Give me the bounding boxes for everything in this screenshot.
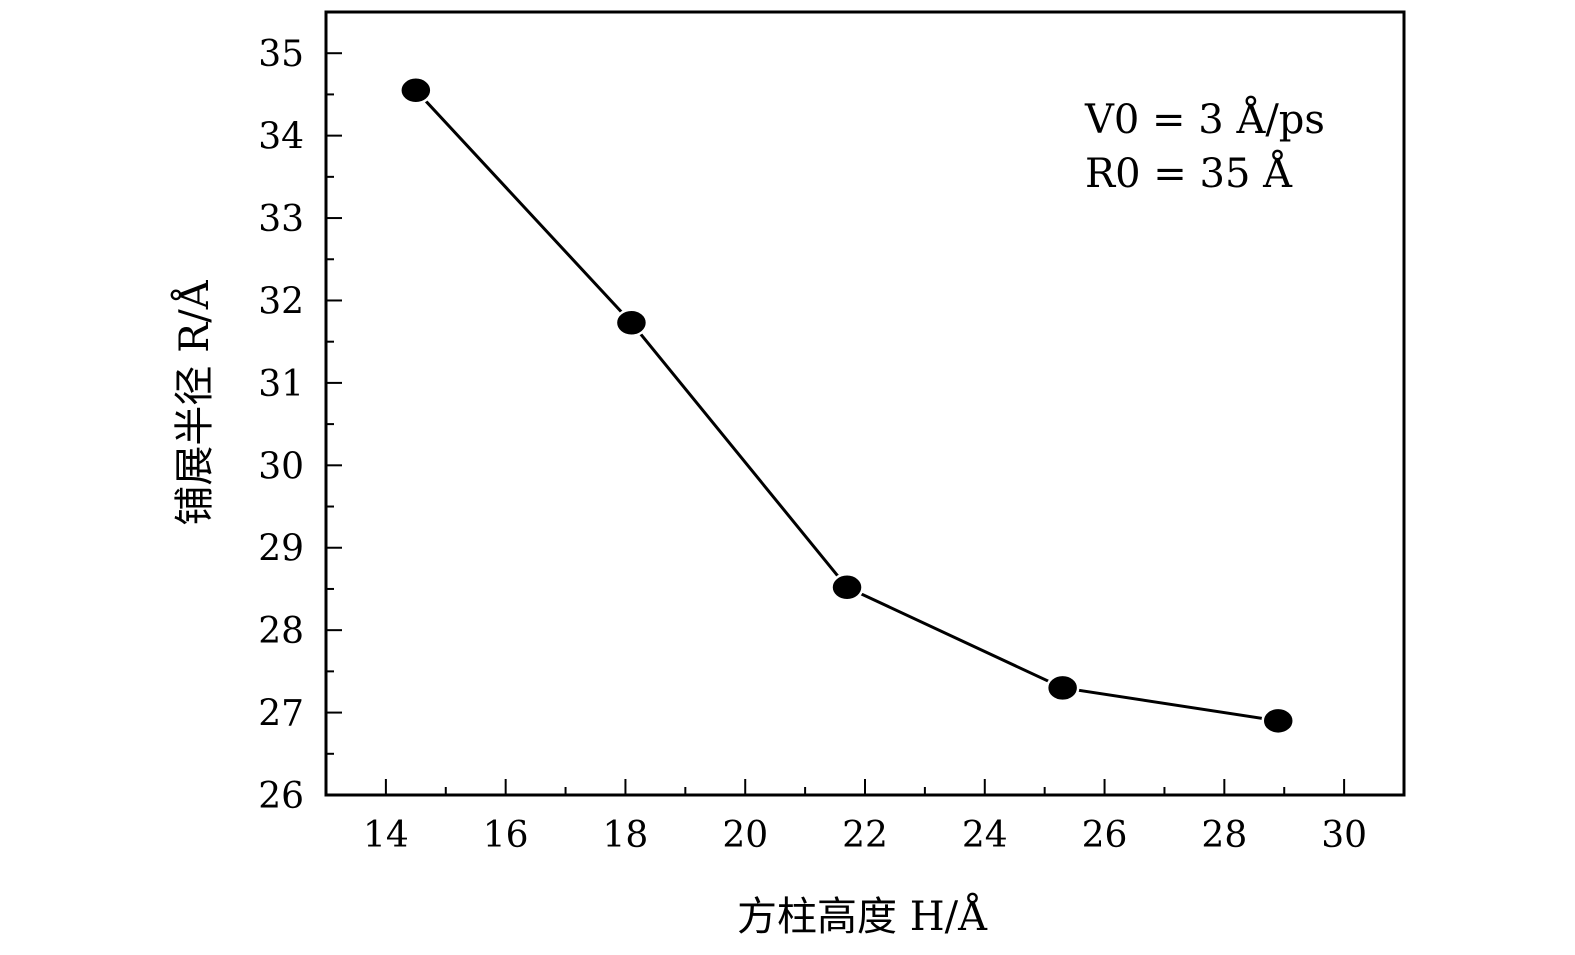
x-tick-label: 16	[483, 815, 529, 856]
y-tick-label: 33	[258, 199, 304, 240]
y-tick-label: 28	[258, 611, 304, 652]
y-tick-label: 34	[258, 117, 304, 158]
x-tick-label: 30	[1321, 815, 1367, 856]
x-tick-label: 22	[842, 815, 888, 856]
data-point	[614, 308, 649, 337]
x-tick-label: 24	[962, 815, 1008, 856]
plot-frame	[324, 10, 1406, 797]
y-tick-label: 35	[258, 34, 304, 75]
data-point	[399, 76, 433, 105]
y-axis-title: 铺展半径 R/Å	[171, 279, 218, 525]
y-tick-label: 30	[258, 446, 304, 487]
x-tick-label: 26	[1082, 815, 1128, 856]
y-tick-label: 31	[258, 364, 304, 405]
major-ticks	[326, 52, 1346, 796]
x-tick-label: 14	[363, 815, 409, 856]
y-tick-label: 32	[258, 281, 304, 322]
y-tick-label: 26	[258, 776, 304, 817]
annotation-v0: V0 = 3 Å/ps	[1084, 96, 1325, 143]
data-point	[1261, 706, 1295, 736]
y-tick-labels: 26 27 28 29 30 31 32 33 34 35	[258, 34, 304, 817]
data-point	[1045, 673, 1080, 703]
x-tick-label: 28	[1201, 815, 1247, 856]
x-tick-labels: 14 16 18 20 22 24 26 28 30	[363, 815, 1367, 856]
x-tick-label: 20	[722, 815, 768, 856]
y-tick-label: 27	[258, 694, 304, 735]
series-layer	[399, 76, 1295, 736]
x-axis-title: 方柱高度 H/Å	[737, 893, 988, 940]
x-tick-label: 18	[603, 815, 649, 856]
y-tick-label: 29	[258, 529, 304, 570]
annotation-r0: R0 = 35 Å	[1085, 150, 1293, 197]
data-point	[830, 573, 864, 602]
